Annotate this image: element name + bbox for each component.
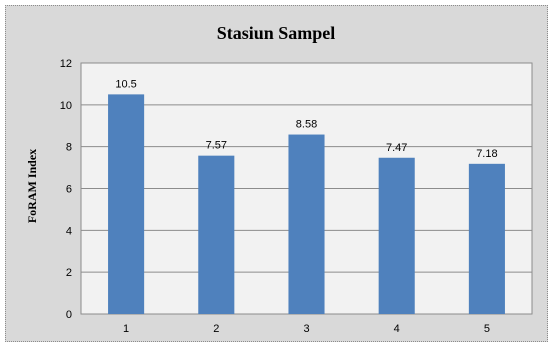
x-tick-label-1: 1 <box>123 323 129 335</box>
data-labels: 10.5 7.57 8.58 7.47 7.18 <box>115 78 497 159</box>
bar-2 <box>198 155 235 314</box>
chart-container: Stasiun Sampel 0 2 4 6 8 10 12 10.5 7.57 8.58 7.4… <box>5 5 548 342</box>
bars <box>108 94 505 314</box>
chart-title: Stasiun Sampel <box>217 23 336 43</box>
bar-4 <box>378 157 415 314</box>
y-tick-label: 0 <box>66 309 72 321</box>
bar-1 <box>108 94 145 314</box>
data-label-1: 10.5 <box>115 78 136 90</box>
y-tick-label: 12 <box>60 58 72 70</box>
x-tick-label-2: 2 <box>213 323 219 335</box>
y-axis-ticks: 0 2 4 6 8 10 12 <box>60 58 72 321</box>
y-tick-label: 2 <box>66 267 72 279</box>
x-tick-label-4: 4 <box>394 323 400 335</box>
y-tick-label: 10 <box>60 100 72 112</box>
x-tick-label-5: 5 <box>484 323 490 335</box>
bar-3 <box>288 134 325 314</box>
y-tick-label: 8 <box>66 142 72 154</box>
data-label-3: 8.58 <box>296 119 317 131</box>
bar-5 <box>468 163 505 314</box>
data-label-5: 7.18 <box>476 148 497 160</box>
data-label-4: 7.47 <box>386 142 407 154</box>
y-axis-label: FoRAM Index <box>25 149 39 223</box>
data-label-2: 7.57 <box>206 140 227 152</box>
y-tick-label: 4 <box>66 225 72 237</box>
y-tick-label: 6 <box>66 184 72 196</box>
x-axis-ticks: 1 2 3 4 5 <box>123 323 490 335</box>
x-tick-label-3: 3 <box>303 323 309 335</box>
